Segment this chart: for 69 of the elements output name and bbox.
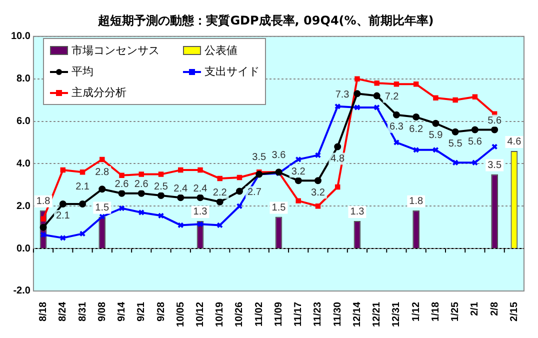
legend-label: 公表値 — [204, 43, 238, 58]
data-label: 4.6 — [507, 136, 522, 148]
data-label: 1.5 — [272, 202, 286, 214]
legend-label: 支出サイド — [204, 64, 260, 80]
data-label: 3.5 — [252, 152, 266, 164]
data-label: 1.8 — [409, 196, 424, 208]
x-tick-label: 10/19 — [214, 302, 226, 328]
data-label: 5.6 — [488, 115, 502, 126]
x-tick-label: 9/08 — [96, 302, 108, 322]
y-tick-label: 4.0 — [16, 158, 31, 170]
y-tick-label: 2.0 — [16, 200, 31, 212]
data-label: 1.8 — [36, 196, 51, 208]
y-tick-label: 6.0 — [16, 116, 31, 128]
y-tick-label: 10.0 — [10, 31, 31, 42]
data-label: 2.1 — [76, 182, 90, 193]
data-label: 2.4 — [193, 183, 208, 194]
y-tick-label: 8.0 — [16, 74, 31, 85]
x-tick-label: 12/14 — [352, 302, 363, 328]
x-tick-label: 12/31 — [391, 302, 402, 328]
x-tick-label: 1/18 — [430, 302, 442, 322]
x-tick-label: 12/21 — [372, 302, 383, 328]
data-label: 4.8 — [330, 153, 345, 164]
data-label: 3.5 — [488, 160, 502, 172]
y-tick-label: 0.0 — [16, 243, 31, 254]
x-tick-label: 1/12 — [410, 302, 422, 322]
x-tick-label: 1/25 — [450, 302, 462, 322]
data-label: 2.4 — [174, 183, 188, 194]
x-tick-label: 10/26 — [234, 302, 246, 328]
data-label: 3.6 — [272, 150, 286, 161]
x-tick-label: 11/17 — [293, 302, 304, 326]
x-tick-label: 9/28 — [156, 302, 167, 322]
x-tick-label: 8/31 — [77, 302, 88, 322]
x-tick-label: 9/14 — [116, 302, 128, 322]
data-label: 3.2 — [291, 166, 306, 178]
data-label: 2.6 — [114, 179, 130, 190]
y-tick-label: -2.0 — [13, 286, 31, 297]
x-tick-label: 2/15 — [508, 302, 520, 322]
data-label: 5.9 — [428, 130, 444, 142]
data-label: 7.2 — [384, 92, 400, 103]
data-label: 7.3 — [335, 89, 350, 100]
chart-title: 超短期予測の動態：実質GDP成長率, 09Q4(%、前期比年率) — [97, 13, 434, 28]
x-tick-label: 11/30 — [332, 302, 344, 326]
data-label: 6.2 — [409, 124, 424, 135]
data-label: 2.5 — [154, 181, 168, 192]
x-tick-label: 2/8 — [489, 302, 500, 316]
data-label: 2.1 — [56, 210, 70, 222]
x-tick-label: 9/21 — [136, 302, 148, 322]
legend-label: 市場コンセンサス — [71, 43, 160, 58]
data-label: 2.8 — [95, 166, 110, 178]
data-label: 5.5 — [448, 138, 463, 150]
data-label: 2.7 — [247, 187, 262, 198]
data-label: 1.5 — [95, 202, 110, 214]
data-label: 5.6 — [468, 136, 482, 148]
x-tick-label: 2/1 — [470, 302, 481, 316]
data-label: 2.6 — [134, 179, 149, 190]
data-label: 3.2 — [311, 187, 326, 198]
data-label: 6.3 — [390, 122, 404, 133]
x-tick-label: 11/02 — [254, 302, 265, 326]
x-tick-label: 8/18 — [38, 302, 50, 322]
x-tick-label: 11/09 — [273, 302, 284, 326]
legend-label: 主成分分析 — [71, 85, 126, 100]
data-label: 1.3 — [350, 206, 365, 218]
x-tick-label: 10/12 — [194, 302, 206, 328]
x-tick-label: 8/24 — [58, 302, 69, 322]
data-label: 2.2 — [212, 188, 228, 199]
x-tick-label: 10/05 — [175, 302, 186, 328]
legend-label: 平均 — [71, 64, 94, 80]
data-label: 1.3 — [193, 206, 208, 218]
x-tick-label: 11/23 — [312, 302, 324, 326]
